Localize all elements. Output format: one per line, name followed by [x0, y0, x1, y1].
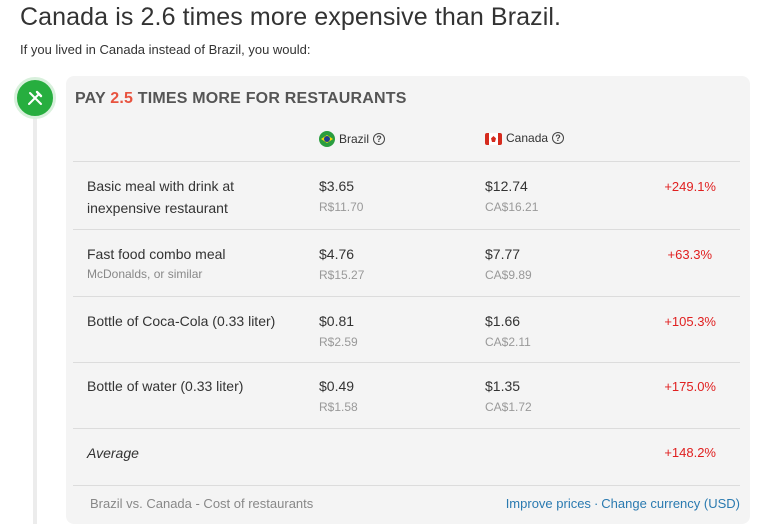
canada-usd-price: $12.74 — [485, 178, 528, 194]
table-row: Basic meal with drink at inexpensive res… — [73, 162, 740, 230]
brazil-usd-price: $0.81 — [319, 313, 355, 329]
brazil-local-price: R$2.59 — [319, 335, 358, 349]
brazil-local-price: R$15.27 — [319, 268, 365, 282]
average-difference: +148.2% — [664, 445, 716, 460]
footer-caption: Brazil vs. Canada - Cost of restaurants — [90, 496, 314, 511]
link-separator: · — [593, 496, 599, 511]
restaurants-card: PAY 2.5 TIMES MORE FOR RESTAURANTS Brazi… — [66, 76, 750, 524]
brazil-usd-price: $3.65 — [319, 178, 355, 194]
table-row: Fast food combo meal McDonalds, or simil… — [73, 230, 740, 297]
timeline-line — [33, 100, 37, 524]
average-row: Average +148.2% — [73, 429, 740, 486]
change-currency-link[interactable]: Change currency (USD) — [601, 496, 740, 511]
canada-usd-price: $1.35 — [485, 378, 521, 394]
item-name: Basic meal with drink at inexpensive res… — [87, 178, 235, 216]
column-brazil: Brazil ? — [319, 131, 386, 147]
average-label: Average — [87, 445, 139, 461]
title-prefix: PAY — [75, 90, 106, 107]
brazil-local-price: R$1.58 — [319, 400, 358, 414]
improve-prices-link[interactable]: Improve prices — [505, 496, 591, 511]
fork-knife-icon — [14, 77, 56, 119]
footer-links: Improve prices · Change currency (USD) — [506, 496, 740, 511]
table-row: Bottle of Coca-Cola (0.33 liter) $0.81 R… — [73, 297, 740, 363]
title-multiplier: 2.5 — [110, 90, 134, 107]
item-note: McDonalds, or similar — [87, 267, 203, 281]
card-footer: Brazil vs. Canada - Cost of restaurants … — [90, 496, 740, 511]
canada-usd-price: $1.66 — [485, 313, 521, 329]
brazil-flag-icon — [319, 131, 335, 147]
canada-usd-price: $7.77 — [485, 246, 521, 262]
help-icon[interactable]: ? — [552, 132, 565, 144]
column-brazil-label: Brazil — [339, 132, 370, 146]
page-subline: If you lived in Canada instead of Brazil… — [20, 42, 311, 57]
table-row: Bottle of water (0.33 liter) $0.49 R$1.5… — [73, 363, 740, 429]
canada-local-price: CA$1.72 — [485, 400, 532, 414]
item-name: Fast food combo meal McDonalds, or simil… — [87, 243, 226, 283]
canada-local-price: CA$2.11 — [485, 335, 531, 349]
page-headline: Canada is 2.6 times more expensive than … — [20, 3, 562, 31]
price-table: Brazil ? Canada ? Basic meal with drink … — [73, 117, 740, 486]
category-title: PAY 2.5 TIMES MORE FOR RESTAURANTS — [75, 90, 407, 108]
item-name-text: Fast food combo meal — [87, 246, 226, 262]
brazil-usd-price: $4.76 — [319, 246, 355, 262]
price-difference: +249.1% — [664, 179, 716, 194]
price-difference: +175.0% — [664, 379, 716, 394]
canada-local-price: CA$9.89 — [485, 268, 532, 282]
canada-local-price: CA$16.21 — [485, 200, 539, 214]
column-canada-label: Canada — [506, 131, 549, 145]
help-icon[interactable]: ? — [373, 133, 386, 145]
title-suffix: TIMES MORE FOR RESTAURANTS — [137, 90, 407, 107]
canada-flag-icon — [485, 133, 502, 145]
item-name: Bottle of Coca-Cola (0.33 liter) — [87, 313, 276, 329]
item-name: Bottle of water (0.33 liter) — [87, 378, 244, 394]
price-difference: +105.3% — [664, 314, 716, 329]
table-header: Brazil ? Canada ? — [73, 117, 740, 162]
price-difference: +63.3% — [667, 247, 712, 262]
brazil-usd-price: $0.49 — [319, 378, 355, 394]
column-canada: Canada ? — [485, 131, 565, 145]
brazil-local-price: R$11.70 — [319, 200, 364, 214]
